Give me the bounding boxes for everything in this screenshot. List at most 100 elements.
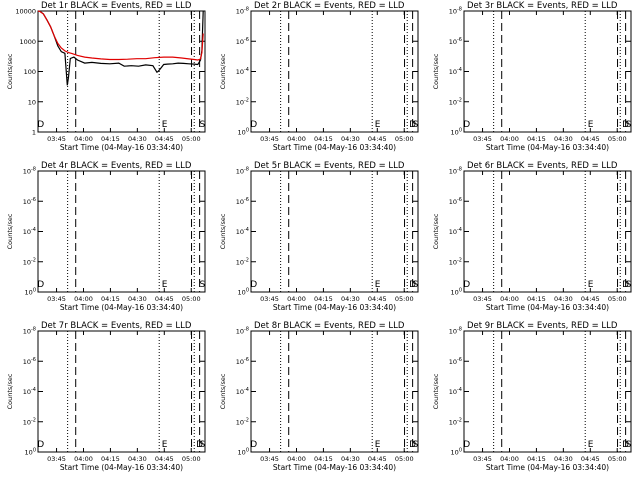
event-marker-D: D bbox=[37, 280, 44, 290]
event-marker-D: D bbox=[250, 280, 257, 290]
event-marker-D: D bbox=[409, 280, 416, 290]
y-tick-exponent: -6 bbox=[31, 357, 36, 363]
y-tick-label: 10-4 bbox=[236, 227, 249, 236]
y-tick-label: 10-6 bbox=[236, 357, 249, 366]
y-tick-label: 10-8 bbox=[236, 167, 249, 176]
y-tick-exponent: 0 bbox=[246, 128, 249, 134]
y-tick-label: 100 bbox=[25, 288, 36, 297]
y-tick-exponent: -4 bbox=[31, 387, 36, 393]
y-tick-label: 10-4 bbox=[449, 387, 462, 396]
y-tick-label: 10-2 bbox=[23, 417, 36, 426]
y-tick-exponent: -6 bbox=[457, 37, 462, 43]
y-tick-label: 100 bbox=[451, 128, 462, 137]
y-tick-label: 10-4 bbox=[449, 67, 462, 76]
y-tick-label: 10-4 bbox=[236, 387, 249, 396]
x-tick-label: 04:15 bbox=[314, 295, 333, 303]
y-tick-exponent: -4 bbox=[244, 67, 249, 73]
x-tick-label: 04:45 bbox=[368, 295, 387, 303]
x-tick-label: 03:45 bbox=[47, 455, 66, 463]
y-tick-label: 10-8 bbox=[236, 327, 249, 336]
x-tick-label: 03:45 bbox=[47, 295, 66, 303]
x-tick-label: 04:45 bbox=[368, 455, 387, 463]
event-marker-D: D bbox=[463, 120, 470, 130]
x-tick-label: 04:15 bbox=[527, 295, 546, 303]
y-tick-exponent: -2 bbox=[457, 97, 462, 103]
x-tick-label: 05:00 bbox=[395, 455, 414, 463]
y-tick-label: 100 bbox=[451, 288, 462, 297]
x-tick-label: 04:00 bbox=[287, 135, 306, 143]
y-tick-exponent: -2 bbox=[31, 417, 36, 423]
x-tick-label: 04:45 bbox=[368, 135, 387, 143]
y-tick-label: 10-2 bbox=[449, 97, 462, 106]
event-marker-E: E bbox=[375, 440, 381, 450]
x-tick-label: 05:00 bbox=[608, 295, 627, 303]
panel-det-5: Det 5r BLACK = Events, RED = LLD 03:45 04:… bbox=[219, 161, 419, 312]
x-tick-label: 03:45 bbox=[260, 455, 279, 463]
y-tick-exponent: -8 bbox=[457, 7, 462, 13]
x-tick-label: 04:45 bbox=[155, 135, 174, 143]
y-tick-exponent: -2 bbox=[244, 417, 249, 423]
x-tick-label: 04:45 bbox=[581, 135, 600, 143]
y-tick-exponent: -6 bbox=[31, 197, 36, 203]
y-axis-label: Counts/sec bbox=[219, 213, 227, 249]
y-tick-label: 10-2 bbox=[236, 417, 249, 426]
y-axis-label: Counts/sec bbox=[219, 373, 227, 409]
y-tick-label: 10-4 bbox=[23, 387, 36, 396]
x-tick-label: 03:45 bbox=[473, 135, 492, 143]
y-tick-exponent: -8 bbox=[31, 327, 36, 333]
y-axis-label: Counts/sec bbox=[6, 213, 14, 249]
event-marker-E: E bbox=[588, 280, 594, 290]
y-tick-exponent: -8 bbox=[457, 327, 462, 333]
event-marker-D: D bbox=[622, 120, 629, 130]
x-tick-label: 04:15 bbox=[314, 455, 333, 463]
event-marker-D: D bbox=[622, 280, 629, 290]
y-tick-label: 10 bbox=[28, 98, 36, 106]
y-tick-label: 100 bbox=[238, 128, 249, 137]
y-tick-label: 100 bbox=[24, 68, 36, 76]
event-marker-D: D bbox=[463, 440, 470, 450]
series-lld-line bbox=[37, 10, 204, 61]
y-axis-label: Counts/sec bbox=[6, 373, 14, 409]
y-tick-label: 10-8 bbox=[236, 7, 249, 16]
y-tick-label: 10-8 bbox=[449, 167, 462, 176]
x-tick-label: 05:00 bbox=[182, 135, 201, 143]
y-tick-label: 10-6 bbox=[236, 37, 249, 46]
event-marker-S: S bbox=[625, 440, 631, 450]
x-tick-label: 04:00 bbox=[500, 295, 519, 303]
y-axis-label: Counts/sec bbox=[432, 53, 440, 89]
y-axis-label: Counts/sec bbox=[432, 213, 440, 249]
y-tick-label: 10-2 bbox=[449, 257, 462, 266]
y-tick-exponent: -4 bbox=[457, 387, 462, 393]
y-axis-label: Counts/sec bbox=[219, 53, 227, 89]
y-axis-label: Counts/sec bbox=[6, 53, 14, 89]
x-tick-label: 04:30 bbox=[128, 295, 147, 303]
panel-title: Det 9r BLACK = Events, RED = LLD bbox=[467, 321, 618, 331]
y-tick-label: 100 bbox=[25, 448, 36, 457]
panel-title: Det 3r BLACK = Events, RED = LLD bbox=[467, 1, 618, 11]
x-tick-label: 03:45 bbox=[260, 135, 279, 143]
x-tick-label: 04:30 bbox=[128, 135, 147, 143]
y-tick-exponent: -2 bbox=[457, 417, 462, 423]
x-tick-label: 04:45 bbox=[581, 295, 600, 303]
panel-title: Det 5r BLACK = Events, RED = LLD bbox=[254, 161, 405, 171]
y-tick-exponent: -6 bbox=[457, 197, 462, 203]
event-marker-D: D bbox=[409, 440, 416, 450]
y-tick-exponent: 0 bbox=[33, 448, 36, 454]
y-tick-exponent: -6 bbox=[244, 37, 249, 43]
x-axis-label: Start Time (04-May-16 03:34:40) bbox=[273, 303, 396, 312]
y-tick-label: 100 bbox=[238, 448, 249, 457]
event-marker-D: D bbox=[196, 440, 203, 450]
event-marker-S: S bbox=[412, 440, 418, 450]
panel-det-1: Det 1r BLACK = Events, RED = LLD 03:45 04:… bbox=[6, 1, 206, 152]
x-tick-label: 04:45 bbox=[581, 455, 600, 463]
x-tick-label: 04:15 bbox=[101, 295, 120, 303]
x-axis-label: Start Time (04-May-16 03:34:40) bbox=[486, 303, 609, 312]
y-tick-exponent: -2 bbox=[244, 97, 249, 103]
x-tick-label: 04:30 bbox=[554, 135, 573, 143]
y-tick-label: 10-4 bbox=[449, 227, 462, 236]
y-tick-label: 10-8 bbox=[449, 327, 462, 336]
panel-det-9: Det 9r BLACK = Events, RED = LLD 03:45 04:… bbox=[432, 321, 632, 472]
x-axis-label: Start Time (04-May-16 03:34:40) bbox=[486, 463, 609, 472]
x-axis-label: Start Time (04-May-16 03:34:40) bbox=[60, 463, 183, 472]
